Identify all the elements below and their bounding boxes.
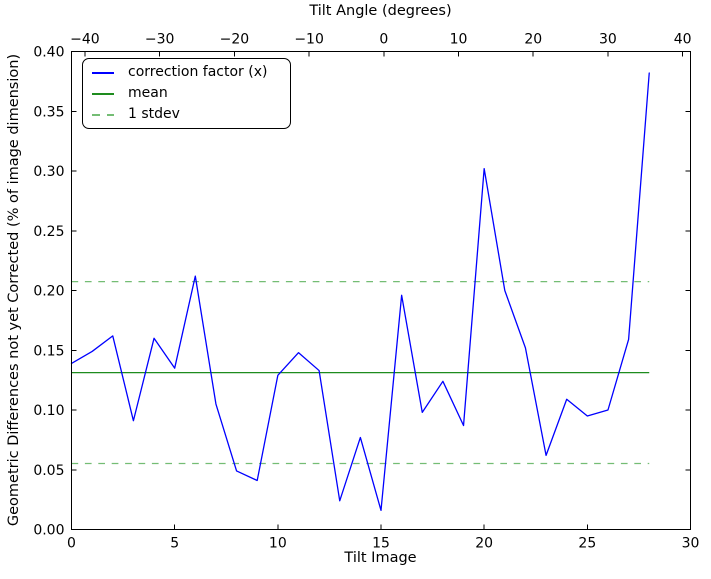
y-tick-label: 0.40 [33, 45, 64, 61]
y-tick-label: 0.25 [33, 224, 64, 240]
top-tick-label: −30 [145, 32, 175, 48]
top-axis-title: Tilt Angle (degrees) [309, 3, 452, 19]
legend-label: 1 stdev [128, 106, 180, 122]
x-tick-label: 5 [170, 536, 179, 552]
y-tick-label: 0.00 [33, 523, 64, 539]
y-tick-label: 0.15 [33, 343, 64, 359]
x-tick-label: 20 [475, 536, 493, 552]
x-tick-label: 30 [682, 536, 700, 552]
legend-line-sample-green [92, 92, 114, 95]
legend-line-sample-blue [92, 71, 114, 74]
y-tick-label: 0.30 [33, 164, 64, 180]
y-axis-title: Geometric Differences not yet Corrected … [6, 53, 22, 527]
legend-label: correction factor (x) [128, 64, 268, 80]
top-tick-label: −40 [70, 32, 100, 48]
legend-item-correction-factor: correction factor (x) [92, 62, 290, 83]
x-tick-label: 15 [372, 536, 390, 552]
x-tick-label: 0 [67, 536, 76, 552]
top-tick-label: 0 [379, 32, 388, 48]
x-tick-label: 10 [269, 536, 287, 552]
y-tick-label: 0.05 [33, 463, 64, 479]
data-line [70, 72, 650, 512]
legend-item-mean: mean [92, 83, 290, 104]
y-tick-label: 0.10 [33, 403, 64, 419]
legend-item-stdev: 1 stdev [92, 104, 290, 125]
legend-line-sample-green-dashed [92, 113, 114, 116]
x-tick-label: 25 [578, 536, 596, 552]
legend-label: mean [128, 85, 168, 101]
legend: correction factor (x) mean 1 stdev [82, 58, 291, 129]
top-tick-label: 40 [674, 32, 692, 48]
y-tick-label: 0.20 [33, 284, 64, 300]
top-tick-label: 30 [599, 32, 617, 48]
y-tick-label: 0.35 [33, 104, 64, 120]
top-tick-label: −10 [294, 32, 324, 48]
x-axis-title: Tilt Image [344, 550, 417, 566]
top-tick-label: 20 [524, 32, 542, 48]
top-tick-label: 10 [450, 32, 468, 48]
top-tick-label: −20 [220, 32, 250, 48]
